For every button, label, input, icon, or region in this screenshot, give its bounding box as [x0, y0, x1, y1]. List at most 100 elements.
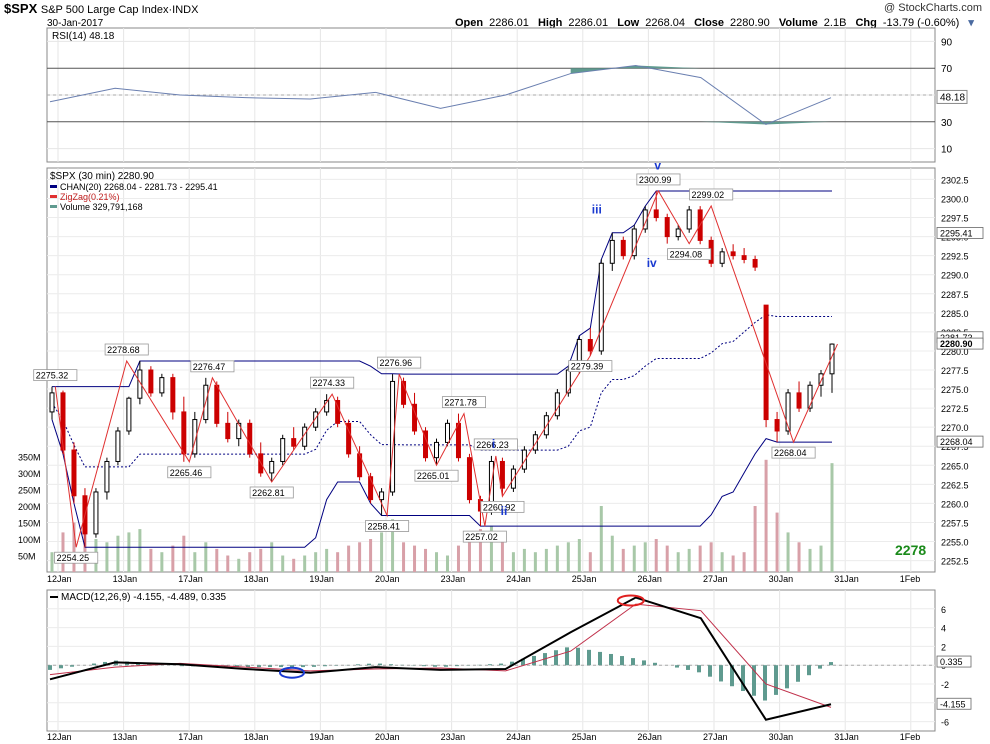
x-tick-label: 12Jan	[47, 574, 72, 584]
macd-title: MACD(12,26,9) -4.155, -4.489, 0.335	[61, 592, 227, 603]
volume-bar	[456, 545, 460, 572]
macd-histogram-bar	[730, 665, 734, 687]
x-tick-label: 20Jan	[375, 732, 400, 742]
volume-bar	[402, 542, 406, 572]
macd-tick-label: 6	[941, 605, 946, 615]
x-tick-label: 24Jan	[506, 574, 531, 584]
volume-tick-label: 100M	[18, 535, 41, 545]
candle-body	[818, 373, 824, 386]
volume-tick-label: 50M	[18, 552, 36, 562]
zigzag-label-box	[167, 466, 212, 479]
macd-histogram-bar	[92, 663, 96, 666]
volume-bar	[292, 558, 296, 572]
zigzag-label-box	[689, 188, 734, 201]
rsi-oversold-fill	[700, 121, 831, 125]
zigzag-label-box	[310, 376, 355, 389]
zigzag-label: 2271.78	[444, 398, 477, 408]
stockcharts-credit: @ StockCharts.com	[884, 2, 982, 14]
macd-histogram-bar	[807, 665, 811, 676]
macd-histogram-bar	[422, 665, 426, 667]
macd-tick-label: 4	[941, 624, 946, 634]
macd-histogram-bar	[620, 656, 624, 666]
candle-body	[170, 377, 176, 413]
candle-body	[379, 491, 385, 501]
macd-histogram-bar	[609, 653, 613, 666]
zigzag-label-box	[54, 551, 99, 564]
macd-histogram-bar	[829, 662, 833, 666]
volume-bar	[358, 542, 362, 572]
zigzag-label-box	[771, 446, 816, 459]
volume-bar	[391, 519, 395, 572]
volume-bar	[149, 548, 153, 572]
volume-bar	[786, 532, 790, 572]
macd-histogram-bar	[686, 665, 690, 670]
volume-bar	[413, 545, 417, 572]
price-tick-label: 2285.0	[941, 309, 969, 319]
x-tick-label: 25Jan	[572, 732, 597, 742]
candle-body	[807, 384, 813, 409]
macd-histogram-bar	[48, 665, 52, 670]
candle-body	[368, 476, 374, 501]
candle-body	[71, 449, 77, 497]
volume-bar	[687, 548, 691, 572]
macd-histogram-bar	[587, 649, 591, 666]
volume-bar	[380, 532, 384, 572]
macd-highlight-circle	[616, 594, 645, 607]
macd-histogram-bar	[389, 664, 393, 666]
candle-body	[521, 449, 527, 470]
price-title: $SPX (30 min) 2280.90	[50, 171, 154, 182]
volume-bar	[544, 548, 548, 572]
price-tick-label: 2262.5	[941, 480, 969, 490]
macd-histogram-bar	[323, 665, 327, 667]
volume-bar	[116, 535, 120, 572]
volume-bar	[819, 545, 823, 572]
rsi-tick-label: 90	[941, 37, 953, 48]
chart-exchange: INDX	[172, 4, 199, 16]
macd-histogram-bar	[433, 665, 437, 667]
volume-bar	[665, 545, 669, 572]
wave-label: v	[654, 159, 661, 173]
zigzag-label: 2265.46	[170, 468, 203, 478]
candle-body	[192, 419, 198, 455]
macd-histogram-bar	[510, 661, 514, 666]
volume-bar	[171, 545, 175, 572]
x-tick-label: 31Jan	[834, 574, 859, 584]
zigzag-label-box	[473, 438, 518, 451]
macd-value-label: -4.155	[940, 699, 966, 709]
zigzag-label: 2274.33	[313, 378, 346, 388]
volume-bar	[533, 552, 537, 572]
chevron-down-icon[interactable]: ▾	[968, 17, 974, 29]
volume-bar	[281, 555, 285, 572]
macd-histogram-bar	[444, 665, 448, 667]
macd-histogram-bar	[818, 665, 822, 669]
volume-bar	[522, 548, 526, 572]
macd-histogram-bar	[70, 665, 74, 667]
x-tick-label: 12Jan	[47, 732, 72, 742]
volume-bar	[248, 552, 252, 572]
x-tick-label: 17Jan	[178, 574, 203, 584]
volume-bar	[270, 542, 274, 572]
volume-bar	[500, 542, 504, 572]
volume-bar	[654, 539, 658, 572]
volume-bar	[369, 539, 373, 572]
volume-bar	[72, 522, 76, 572]
volume-bar	[478, 529, 482, 572]
candle-body	[609, 239, 615, 264]
x-tick-label: 18Jan	[244, 732, 269, 742]
macd-histogram-bar	[488, 664, 492, 666]
volume-bar	[577, 539, 581, 572]
x-tick-label: 30Jan	[769, 732, 794, 742]
macd-histogram-bar	[521, 658, 525, 666]
macd-histogram-bar	[785, 665, 789, 689]
zigzag-label-box	[365, 520, 410, 532]
candle-body	[181, 411, 187, 455]
candle-body	[93, 491, 99, 535]
candle-body	[247, 422, 253, 455]
macd-histogram-bar	[312, 665, 316, 667]
legend-entry: Volume 329,791,168	[60, 202, 143, 212]
candle-body	[137, 369, 143, 399]
price-value-label: 2280.90	[940, 339, 973, 349]
volume-bar	[555, 545, 559, 572]
wave-label: iii	[592, 203, 602, 217]
